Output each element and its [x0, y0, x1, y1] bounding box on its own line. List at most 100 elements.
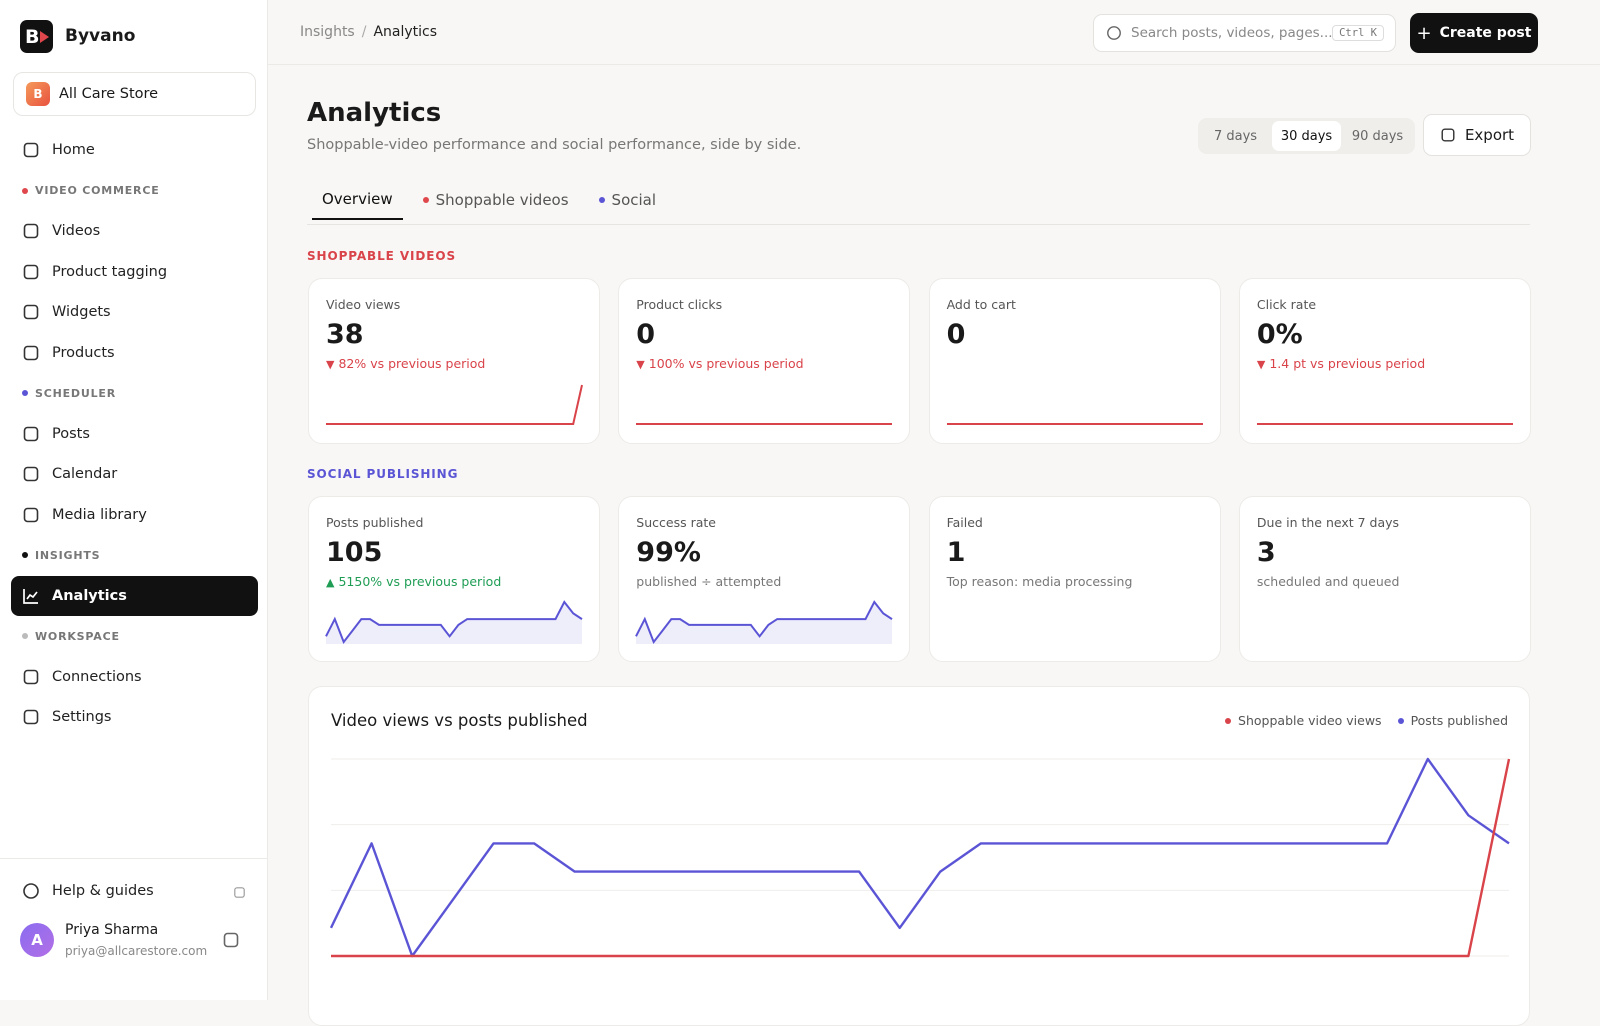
external-icon: [233, 884, 246, 903]
legend-item: Posts published: [1397, 713, 1508, 728]
nav-item[interactable]: Settings: [11, 697, 258, 737]
icon: [1441, 128, 1455, 142]
icon-shape: [23, 883, 39, 899]
section-title: SCHEDULER: [35, 386, 116, 400]
icon: [23, 304, 39, 320]
delta-arrow: ▼: [326, 358, 335, 371]
icon: [23, 883, 39, 899]
brand-play: [40, 30, 50, 43]
tab-label: Social: [611, 191, 657, 209]
nav-item[interactable]: Products: [11, 333, 258, 373]
nav-label: Connections: [52, 668, 142, 685]
kpi-delta: ▼ 100% vs previous period: [636, 356, 803, 371]
export-button[interactable]: Export: [1423, 114, 1531, 156]
tab[interactable]: Overview: [312, 190, 403, 220]
sparkline: [1256, 423, 1513, 425]
plus-icon: +: [1416, 22, 1432, 44]
create-post-button[interactable]: + Create post: [1410, 13, 1538, 53]
icon-shape: [23, 345, 39, 360]
nav-label: Videos: [52, 223, 101, 239]
kpi-label: Click rate: [1256, 297, 1317, 312]
nav-item[interactable]: Connections: [11, 657, 258, 697]
sparkline-line: [635, 600, 893, 645]
delta-arrow: ▼: [636, 358, 645, 371]
chart-card: Video views vs posts published Shoppable …: [308, 686, 1530, 1026]
tab-dot: [598, 197, 605, 203]
kpi-label: Due in the next 7 days: [1256, 515, 1400, 530]
create-label: Create post: [1439, 25, 1532, 41]
icon: [23, 466, 39, 482]
store-switcher[interactable]: B All Care Store: [13, 72, 256, 116]
page-subtitle: Shoppable-video performance and social p…: [307, 137, 802, 153]
delta-arrow: ▼: [1256, 358, 1266, 371]
tabs: Overview Shoppable videos Social: [312, 190, 666, 220]
user-email: priya@allcarestore.com: [65, 944, 208, 958]
delta-arrow: ▲: [326, 576, 335, 589]
icon-shape: [23, 669, 39, 684]
icon: [1107, 26, 1121, 40]
help-label: Help & guides: [52, 883, 154, 899]
nav-label: Home: [52, 142, 95, 158]
legend-item: Shoppable video views: [1225, 713, 1382, 728]
sparkline: [636, 423, 893, 425]
range-option[interactable]: 30 days: [1272, 121, 1341, 151]
kpi-note: scheduled and queued: [1256, 574, 1400, 589]
nav-label: Posts: [52, 425, 90, 442]
kpi-delta: ▲ 5150% vs previous period: [326, 574, 501, 589]
sparkline: [326, 384, 583, 425]
store-name: All Care Store: [59, 86, 159, 102]
help-link[interactable]: Help & guides: [11, 871, 258, 911]
group-title: SOCIAL PUBLISHING: [307, 467, 459, 481]
brand-name: Byvano: [65, 26, 136, 46]
kpi-card: Due in the next 7 days 3 scheduled and que…: [1238, 496, 1531, 662]
sparkline-line: [326, 384, 583, 425]
sparkline-line: [325, 600, 583, 645]
search-placeholder: Search posts, videos, pages...: [1131, 25, 1333, 41]
delta-text: 100% vs previous period: [648, 356, 804, 371]
breadcrumb-item[interactable]: Insights: [300, 24, 355, 40]
range-option[interactable]: 90 days: [1351, 128, 1404, 144]
kpi-delta: ▼ 1.4 pt vs previous period: [1257, 356, 1425, 371]
icon-shape: [234, 887, 245, 898]
nav-section: WORKSPACE: [22, 616, 120, 656]
series-line: [331, 758, 1511, 958]
search-box[interactable]: Search posts, videos, pages... Ctrl K: [1093, 14, 1396, 52]
nav-item[interactable]: Product tagging: [11, 252, 258, 292]
delta-text: 82% vs previous period: [338, 356, 486, 371]
kpi-label: Video views: [326, 297, 401, 312]
icon: [23, 223, 39, 239]
breadcrumb-separator: /: [361, 24, 367, 40]
nav-item[interactable]: Posts: [11, 414, 258, 454]
kpi-delta: ▼ 82% vs previous period: [326, 356, 485, 371]
icon: [23, 142, 39, 158]
section-title: VIDEO COMMERCE: [35, 184, 160, 197]
nav-item[interactable]: Home: [11, 130, 258, 170]
user-name: Priya Sharma: [65, 922, 159, 938]
nav-item[interactable]: Media library: [11, 495, 258, 535]
tab[interactable]: Shoppable videos: [413, 190, 579, 220]
nav-label: Media library: [52, 506, 147, 523]
nav-section: VIDEO COMMERCE: [22, 171, 160, 211]
nav-item[interactable]: Calendar: [11, 454, 258, 494]
sparkline: [635, 600, 893, 645]
sidebar: B Byvano B All Care Store Home VIDEO COMMERCE…: [0, 0, 268, 1000]
tab[interactable]: Social: [589, 190, 666, 220]
kpi-value: 0%: [1256, 319, 1303, 350]
legend-label: Shoppable video views: [1238, 713, 1382, 728]
nav-item[interactable]: Videos: [11, 211, 258, 251]
chart-title: Video views vs posts published: [331, 711, 588, 730]
nav-section: SCHEDULER: [22, 373, 116, 413]
section-title: INSIGHTS: [35, 548, 101, 562]
kpi-note: Top reason: media processing: [946, 574, 1133, 589]
kpi-value: 105: [326, 537, 383, 568]
nav-item[interactable]: Widgets: [11, 292, 258, 332]
nav-item[interactable]: Analytics: [11, 575, 258, 616]
icon: [23, 426, 39, 441]
page-title: Analytics: [307, 98, 442, 128]
kpi-card: Add to cart 0: [928, 278, 1221, 444]
icon: [23, 345, 39, 360]
range-option[interactable]: 7 days: [1213, 128, 1258, 144]
icon: [223, 932, 239, 948]
tabs-border: [307, 224, 1530, 225]
logout-button[interactable]: [222, 931, 240, 953]
